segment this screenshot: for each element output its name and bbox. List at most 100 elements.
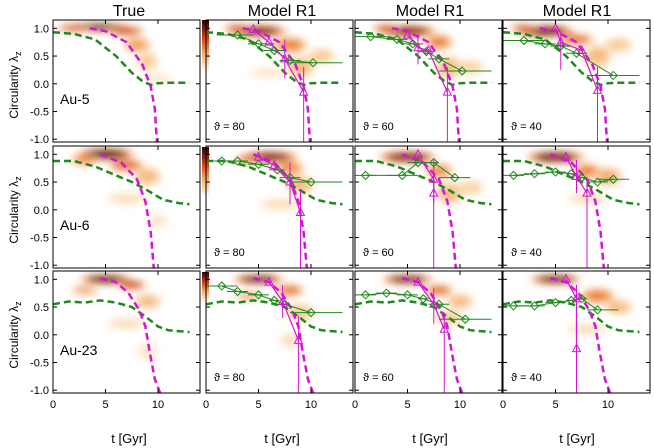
magenta-triangle-marker bbox=[402, 29, 413, 39]
heat-blob bbox=[513, 25, 535, 32]
panel-frame bbox=[354, 270, 503, 394]
green-diamond-marker bbox=[253, 39, 264, 49]
theta-label: ϑ = 80 bbox=[214, 121, 245, 133]
x-tick-label: 10 bbox=[305, 399, 317, 411]
heat-blob bbox=[150, 215, 166, 227]
magenta-model-line bbox=[407, 34, 448, 93]
green-diamond-marker bbox=[413, 157, 423, 168]
x-tick-label: 5 bbox=[102, 399, 108, 411]
green-dashed-curve bbox=[355, 299, 492, 334]
magenta-dashed-curve bbox=[401, 153, 458, 268]
magenta-triangle-marker bbox=[264, 36, 274, 46]
green-dashed-curve bbox=[503, 30, 640, 87]
magenta-triangle-marker bbox=[439, 323, 450, 333]
heat-blob bbox=[584, 290, 611, 302]
green-diamond-marker bbox=[381, 288, 392, 298]
heat-blob bbox=[460, 182, 481, 194]
magenta-triangle-marker bbox=[295, 206, 306, 217]
magenta-dashed-curve bbox=[252, 153, 309, 268]
heat-blob bbox=[126, 39, 148, 51]
panel-frame bbox=[205, 270, 354, 394]
magenta-model-line bbox=[252, 28, 305, 93]
x-tick-label: 0 bbox=[50, 399, 56, 411]
magenta-triangle-marker bbox=[571, 343, 582, 353]
y-tick-label: -1.0 bbox=[30, 134, 49, 146]
panel-frame bbox=[52, 19, 201, 143]
heatmap bbox=[223, 24, 336, 79]
y-tick-label: 0.0 bbox=[34, 330, 49, 342]
panel-frame bbox=[354, 145, 503, 269]
y-tick-label: -0.5 bbox=[30, 107, 49, 119]
heat-blob bbox=[74, 287, 95, 294]
green-diamond-marker bbox=[217, 156, 227, 166]
green-diamond-marker bbox=[592, 305, 603, 315]
heatmap bbox=[530, 274, 633, 335]
green-dashed-curve bbox=[53, 299, 190, 334]
panel-frame bbox=[52, 270, 201, 394]
heat-blob bbox=[587, 47, 608, 65]
magenta-triangle-marker bbox=[413, 42, 423, 52]
magenta-triangle-marker bbox=[413, 276, 423, 286]
magenta-triangle-marker bbox=[592, 84, 603, 94]
xlabel-col-0: t [Gyr] bbox=[111, 431, 146, 446]
theta-label: ϑ = 40 bbox=[511, 121, 542, 133]
heat-blob bbox=[608, 301, 629, 313]
panel-1-1: ϑ = 80 bbox=[205, 145, 354, 269]
magenta-dashed-curve bbox=[89, 27, 159, 142]
magenta-triangle-marker bbox=[248, 23, 259, 33]
theta-label: ϑ = 60 bbox=[363, 247, 394, 259]
magenta-dashed-curve bbox=[99, 153, 156, 268]
green-diamond-marker bbox=[232, 286, 243, 297]
panel-2-3: 0 5 10 ϑ = 40 bbox=[500, 270, 651, 411]
theta-label: ϑ = 80 bbox=[214, 372, 245, 384]
xlabel-col-1: t [Gyr] bbox=[264, 431, 299, 446]
magenta-triangle-marker bbox=[279, 53, 290, 63]
magenta-triangle-marker bbox=[285, 176, 295, 186]
heat-blob bbox=[376, 25, 397, 32]
heat-blob bbox=[110, 194, 143, 203]
green-diamond-marker bbox=[508, 301, 519, 311]
green-dashed-curve bbox=[53, 30, 190, 87]
panel-0-1: ϑ = 80 bbox=[205, 19, 354, 143]
theta-label: ϑ = 60 bbox=[363, 372, 394, 384]
heat-blob bbox=[597, 169, 619, 184]
green-diamond-marker bbox=[608, 174, 618, 184]
green-diamond-marker bbox=[434, 299, 444, 309]
magenta-triangle-marker bbox=[413, 148, 423, 158]
magenta-triangle-marker bbox=[264, 276, 274, 286]
green-diamond-marker bbox=[529, 301, 540, 311]
green-diamond-marker bbox=[592, 177, 603, 187]
green-diamond-marker bbox=[306, 307, 316, 318]
x-tick-label: 5 bbox=[404, 399, 410, 411]
heatmap bbox=[56, 23, 173, 82]
heat-blob bbox=[253, 69, 285, 76]
magenta-triangle-marker bbox=[298, 86, 309, 96]
heat-blob bbox=[276, 39, 304, 51]
green-diamond-marker bbox=[360, 290, 371, 300]
magenta-dashed-curve bbox=[242, 27, 312, 142]
y-tick-label: -1.0 bbox=[30, 260, 49, 272]
heat-blob bbox=[279, 286, 301, 295]
panel-frame bbox=[52, 145, 201, 269]
panel-frame bbox=[205, 19, 354, 143]
green-diamond-marker bbox=[457, 66, 467, 76]
heat-blob bbox=[137, 169, 158, 184]
heat-blob bbox=[110, 319, 143, 328]
svg-text:Circularity λz: Circularity λz bbox=[7, 51, 23, 119]
magenta-triangle-marker bbox=[293, 334, 304, 344]
magenta-dashed-curve bbox=[549, 153, 606, 268]
heat-blob bbox=[121, 281, 143, 289]
green-diamond-marker bbox=[269, 295, 279, 306]
y-tick-label: -1.0 bbox=[30, 385, 49, 397]
xlabel-col-2: t [Gyr] bbox=[412, 431, 447, 446]
green-diamond-marker bbox=[217, 281, 227, 291]
green-dashed-curve bbox=[206, 299, 343, 334]
green-diamond-marker bbox=[360, 170, 371, 181]
heat-blob bbox=[227, 25, 248, 32]
ylabel-row-2: Circularity λz bbox=[7, 301, 23, 369]
heat-blob bbox=[263, 200, 296, 209]
y-tick-label: 1.0 bbox=[34, 274, 49, 286]
magenta-triangle-marker bbox=[576, 44, 587, 54]
green-diamond-marker bbox=[408, 39, 418, 49]
x-tick-label: 0 bbox=[352, 399, 358, 411]
